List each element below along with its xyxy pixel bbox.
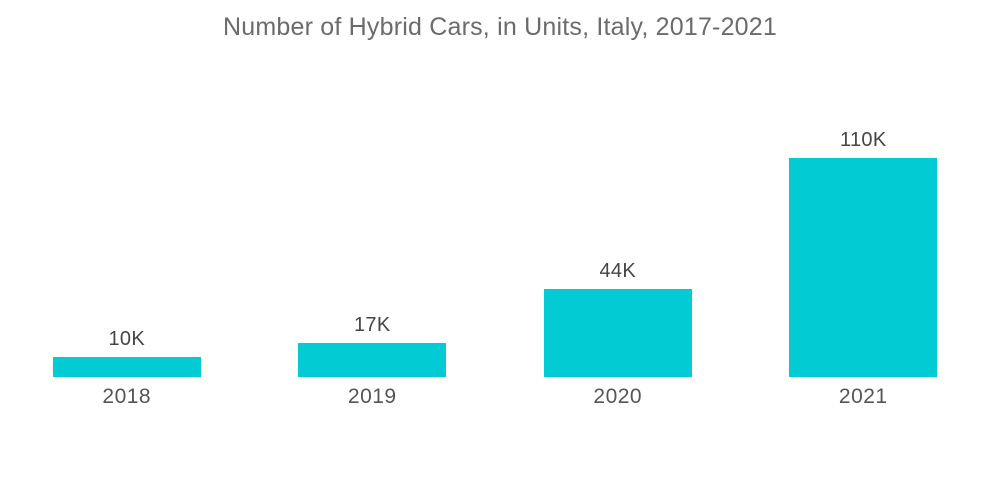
- category-label: 2018: [102, 385, 152, 408]
- bar-column-2019: 17K 2019: [250, 100, 496, 408]
- category-label: 2019: [347, 385, 397, 408]
- value-label: 110K: [840, 129, 887, 151]
- category-label: 2020: [593, 385, 643, 408]
- value-label: 17K: [354, 314, 391, 336]
- value-label: 44K: [599, 260, 636, 282]
- category-label: 2021: [838, 385, 888, 408]
- bar-stack: 110K: [789, 100, 938, 377]
- chart-title: Number of Hybrid Cars, in Units, Italy, …: [222, 13, 777, 41]
- bar-2021: [789, 158, 938, 377]
- bar-stack: 10K: [52, 100, 201, 377]
- bar-column-2018: 10K 2018: [4, 100, 250, 408]
- bar-stack: 44K: [543, 100, 692, 377]
- bar-2019: [298, 343, 447, 377]
- bar-stack: 17K: [298, 100, 447, 377]
- bar-column-2020: 44K 2020: [495, 100, 741, 408]
- bar-2020: [543, 289, 692, 377]
- bar-column-2021: 110K 2021: [741, 100, 987, 408]
- bar-chart-plot: 10K 2018 17K 2019 44K 2020 110K 2021: [4, 100, 986, 408]
- bar-2018: [52, 357, 201, 377]
- value-label: 10K: [108, 328, 145, 350]
